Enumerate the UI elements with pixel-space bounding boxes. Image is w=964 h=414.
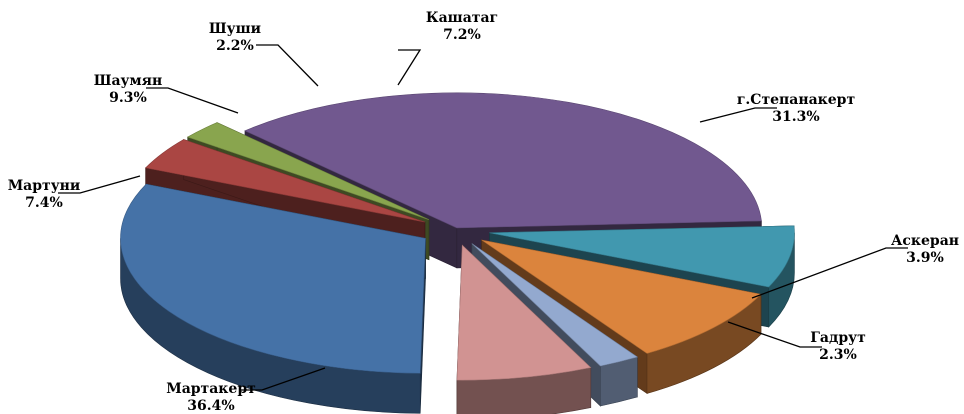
slice-top	[481, 239, 762, 354]
slice-top	[456, 244, 592, 381]
slice-name-label: Кашатаг	[426, 10, 498, 26]
slice-name-label: Мартуни	[8, 178, 81, 194]
slice-percent-label: 7.2%	[443, 27, 481, 43]
slice-name-label: Аскеран	[891, 233, 959, 249]
leader-line	[699, 107, 777, 123]
slice-percent-label: 3.9%	[906, 250, 944, 266]
leader-line	[58, 175, 141, 194]
leader-line	[397, 49, 422, 86]
slice-percent-label: 36.4%	[187, 398, 234, 414]
slice-percent-label: 2.2%	[216, 38, 254, 54]
slice-1	[120, 183, 426, 414]
slice-name-label: Мартакерт	[166, 381, 256, 397]
slice-top	[489, 225, 795, 288]
slice-percent-label: 7.4%	[25, 195, 63, 211]
slice-top	[120, 183, 426, 374]
slice-percent-label: 31.3%	[772, 109, 819, 125]
slice-name-label: Шуши	[209, 21, 261, 37]
slice-top	[244, 92, 762, 229]
pie-tops	[120, 92, 795, 414]
slice-percent-label: 2.3%	[819, 347, 857, 363]
slice-top	[186, 122, 430, 220]
slice-top	[471, 243, 638, 367]
slice-8	[456, 244, 592, 414]
slice-percent-label: 9.3%	[109, 90, 147, 106]
leader-line	[240, 367, 326, 391]
slice-name-label: Гадрут	[810, 330, 866, 346]
slice-name-label: г.Степанакерт	[737, 92, 856, 108]
leader-line	[146, 87, 239, 114]
leader-line	[256, 44, 319, 87]
leader-line	[751, 247, 908, 299]
slice-top	[144, 139, 426, 223]
slice-name-label: Шаумян	[94, 73, 163, 89]
leader-line	[727, 321, 822, 348]
